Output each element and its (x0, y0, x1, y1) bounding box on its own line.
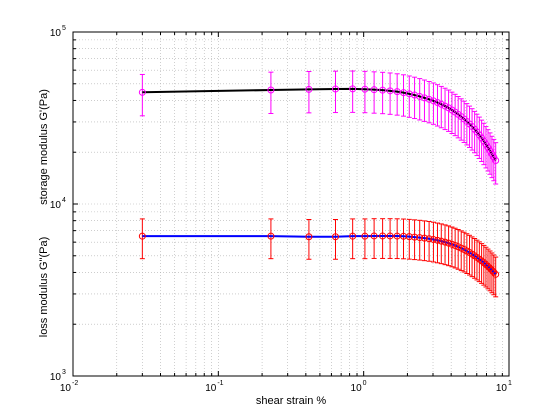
data-point (448, 240, 456, 248)
data-point (425, 235, 433, 243)
data-point (138, 88, 146, 96)
series-2 (138, 218, 500, 298)
data-point (361, 85, 369, 93)
x-tick-label: 10 1 (496, 380, 512, 394)
plot-area (73, 32, 509, 376)
y-tick-base: 10 (50, 28, 62, 39)
data-point (484, 262, 492, 270)
data-point (349, 232, 357, 240)
data-point (488, 266, 496, 274)
data-point (429, 97, 437, 105)
x-tick-label: 10 -1 (205, 380, 223, 394)
data-point (492, 157, 500, 165)
y-tick-base: 10 (50, 200, 62, 211)
x-tick-exponent: 0 (363, 380, 367, 387)
data-point (138, 232, 146, 240)
data-point (445, 239, 453, 247)
x-tick-base: 10 (496, 383, 508, 394)
ticks (72, 31, 510, 377)
data-point (267, 86, 275, 94)
series-line (142, 87, 497, 162)
data-point (441, 102, 449, 110)
x-tick-label: 10 0 (351, 380, 367, 394)
x-tick-labels: 10 -2 10 -1 10 0 10 1 (60, 380, 512, 394)
markers (138, 85, 500, 165)
data-point (331, 85, 339, 93)
series-line (142, 234, 497, 276)
data-point (437, 100, 445, 108)
data-point (411, 233, 419, 241)
data-point (405, 233, 413, 241)
data-point (420, 234, 428, 242)
y-tick-base: 10 (50, 372, 62, 383)
y-tick-label: 10 5 (50, 25, 66, 39)
data-point (305, 233, 313, 241)
y-axis-label-loss: loss modulus G"(Pa) (38, 237, 50, 338)
y-tick-label: 10 4 (50, 197, 66, 211)
data-point (349, 85, 357, 93)
data-point (331, 233, 339, 241)
data-point (267, 232, 275, 240)
data-point (379, 232, 387, 240)
data-point (478, 257, 486, 265)
x-tick-exponent: -1 (217, 380, 223, 387)
data-point (490, 268, 498, 276)
x-tick-base: 10 (351, 383, 363, 394)
x-tick-base: 10 (205, 383, 217, 394)
y-tick-exponent: 5 (62, 25, 66, 32)
markers (138, 232, 500, 278)
x-tick-exponent: -2 (72, 380, 78, 387)
data-point (411, 91, 419, 99)
series-1 (138, 70, 500, 185)
data-point (486, 264, 494, 272)
data-point (416, 92, 424, 100)
x-tick-exponent: 1 (508, 380, 512, 387)
y-tick-label: 10 3 (50, 369, 66, 383)
data-point (433, 236, 441, 244)
data-point (480, 259, 488, 267)
data-point (482, 260, 490, 268)
data-point (386, 232, 394, 240)
data-point (305, 85, 313, 93)
data-point (416, 234, 424, 242)
data-point (370, 232, 378, 240)
data-point (361, 232, 369, 240)
x-tick-base: 10 (60, 383, 72, 394)
data-point (370, 86, 378, 94)
data-point (441, 238, 449, 246)
x-tick-label: 10 -2 (60, 380, 78, 394)
data-point (486, 147, 494, 155)
x-axis-label: shear strain % (256, 395, 327, 407)
data-point (437, 237, 445, 245)
y-tick-exponent: 4 (62, 197, 66, 204)
data-point (405, 90, 413, 98)
series-layer (138, 70, 500, 298)
data-point (492, 270, 500, 278)
data-point (386, 87, 394, 95)
data-point (433, 99, 441, 107)
data-point (425, 95, 433, 103)
data-point (429, 235, 437, 243)
data-point (420, 94, 428, 102)
y-axis-label-storage: storage modulus G'(Pa) (38, 89, 50, 205)
data-point (379, 86, 387, 94)
y-tick-exponent: 3 (62, 369, 66, 376)
